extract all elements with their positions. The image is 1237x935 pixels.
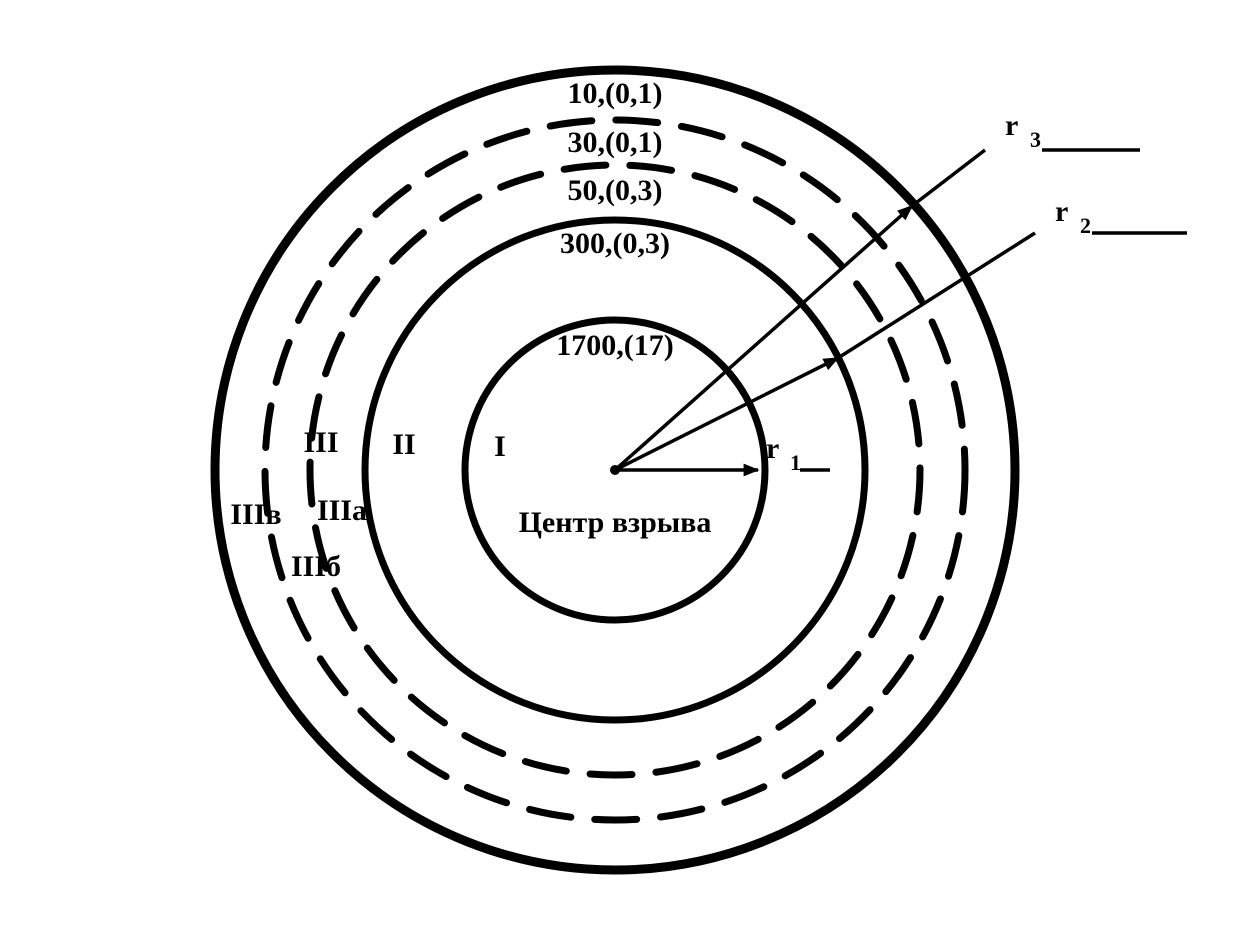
ring-value-2: 50,(0,3) <box>568 174 663 207</box>
radius-arrows <box>615 150 1187 470</box>
radius-label-r2: r <box>1055 195 1068 228</box>
zone-label-I: I <box>494 430 506 463</box>
ring-value-4: 10,(0,1) <box>568 77 663 110</box>
ring-value-0: 1700,(17) <box>556 329 673 362</box>
radius-label-sub-r3: 3 <box>1030 127 1041 152</box>
zone-label-III: III <box>303 426 338 459</box>
radius-label-sub-r2: 2 <box>1080 213 1091 238</box>
radius-label-r1: r <box>766 432 779 465</box>
center-label: Центр взрыва <box>519 506 712 539</box>
explosion-zones-diagram: Центр взрыва 1700,(17) 300,(0,3) 50,(0,3) 3… <box>0 0 1237 935</box>
ring-value-3: 30,(0,1) <box>568 126 663 159</box>
radius-leader-diag-r3 <box>912 150 985 206</box>
ring-value-1: 300,(0,3) <box>560 227 670 260</box>
zone-label-IIIа: IIIа <box>317 494 367 527</box>
zone-label-IIIв: IIIв <box>230 498 281 531</box>
radius-label-sub-r1: 1 <box>790 450 801 475</box>
zone-label-II: II <box>392 428 415 461</box>
zone-label-IIIб: IIIб <box>291 550 341 583</box>
radius-label-r3: r <box>1005 109 1018 142</box>
center-marker: Центр взрыва <box>519 465 712 539</box>
